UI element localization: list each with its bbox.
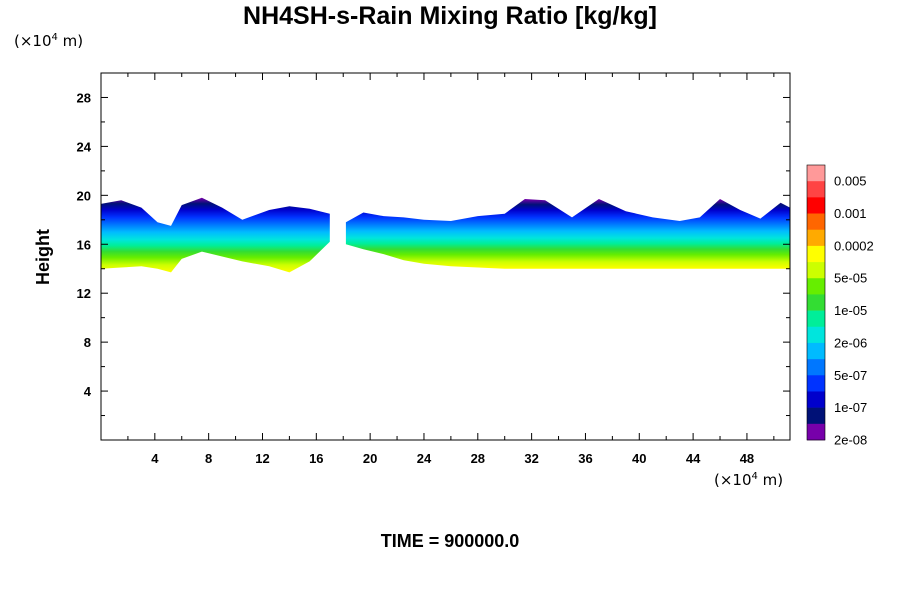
x-tick-label: 40: [632, 451, 646, 466]
colorbar-label: 5e-07: [834, 368, 867, 383]
colorbar-label: 2e-06: [834, 335, 867, 350]
x-tick-label: 24: [417, 451, 432, 466]
x-tick-label: 4: [151, 451, 159, 466]
colorbar-swatch: [807, 391, 825, 408]
colorbar: 0.005 0.001 0.0002 5e-05 1e-05 2e-06 5e-07 1e-0…: [806, 164, 874, 448]
y-tick-label: 20: [77, 188, 91, 203]
x-tick-label: 28: [471, 451, 485, 466]
colorbar-swatch: [807, 423, 825, 441]
colorbar-swatch: [807, 245, 825, 263]
colorbar-swatch: [807, 310, 825, 328]
colorbar-label: 0.001: [834, 206, 867, 221]
colorbar-label: 1e-07: [834, 400, 867, 415]
x-tick-label: 12: [255, 451, 269, 466]
colorbar-swatch: [807, 165, 825, 182]
colorbar-label: 0.005: [834, 174, 867, 189]
colorbar-swatch: [807, 262, 825, 279]
plume-left: [101, 197, 330, 273]
x-tick-label: 44: [686, 451, 701, 466]
x-tick-label: 36: [578, 451, 592, 466]
colorbar-label: 5e-05: [834, 271, 867, 286]
colorbar-swatch: [807, 375, 825, 392]
y-tick-label: 4: [84, 384, 92, 399]
plume-right: [345, 199, 790, 269]
y-tick-label: 16: [77, 237, 91, 252]
colorbar-swatch: [807, 359, 825, 376]
colorbar-frame: [806, 164, 826, 441]
colorbar-swatch: [807, 197, 825, 214]
colorbar-label: 2e-08: [834, 433, 867, 448]
y-tick-label: 24: [77, 139, 92, 154]
colorbar-swatch: [807, 294, 825, 311]
x-axis-unit: (×104 m): [714, 471, 784, 489]
y-axis-label: Height: [33, 229, 53, 285]
y-tick-label: 8: [84, 335, 91, 350]
chart-title: NH4SH-s-Rain Mixing Ratio [kg/kg]: [243, 2, 657, 30]
x-tick-label: 20: [363, 451, 377, 466]
y-axis-unit: (×104 m): [14, 32, 84, 50]
colorbar-swatch: [807, 407, 825, 425]
colorbar-label: 0.0002: [834, 238, 874, 253]
colorbar-swatch: [807, 342, 825, 360]
plot-area: [100, 72, 791, 441]
colorbar-swatch: [807, 181, 825, 198]
colorbar-swatch: [807, 213, 825, 231]
y-tick-label: 12: [77, 286, 91, 301]
y-tick-label: 28: [77, 90, 91, 105]
colorbar-swatch: [807, 326, 825, 344]
x-tick-label: 16: [309, 451, 323, 466]
colorbar-swatch: [807, 229, 825, 247]
colorbar-swatch: [807, 278, 825, 295]
y-axis-ticks: 4 8 12 16 20 24 28: [77, 90, 790, 417]
colorbar-label: 1e-05: [834, 303, 867, 318]
x-tick-label: 48: [740, 451, 754, 466]
x-axis-ticks: 4 8 12 16 20 24 28 32 36 40 44 48: [127, 73, 775, 466]
x-tick-label: 8: [205, 451, 212, 466]
x-tick-label: 32: [524, 451, 538, 466]
time-label: TIME = 900000.0: [380, 531, 520, 551]
